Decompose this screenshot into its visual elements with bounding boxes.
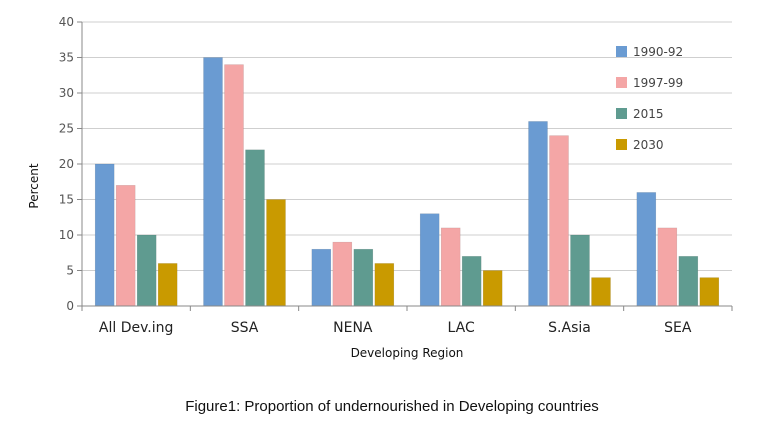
bar-1990-92-nena bbox=[311, 248, 332, 307]
y-axis-title: Percent bbox=[27, 163, 41, 208]
bars bbox=[94, 57, 720, 307]
figure-caption: Figure1: Proportion of undernourished in… bbox=[185, 398, 599, 415]
x-tick-label: LAC bbox=[448, 320, 475, 336]
y-tick-label: 5 bbox=[66, 264, 74, 278]
bar-chart: 0 5 10 15 20 25 30 35 40 All Dev.ing SSA NENA LAC S.A… bbox=[27, 15, 733, 360]
bar-2030-ssa bbox=[266, 199, 286, 307]
axes: 0 5 10 15 20 25 30 35 40 All Dev.ing SSA NENA LAC S.A… bbox=[59, 15, 733, 336]
bar-1990-92-sea bbox=[636, 192, 657, 307]
y-tick-label: 35 bbox=[59, 51, 74, 65]
y-tick-label: 20 bbox=[59, 157, 74, 171]
legend-label-2030: 2030 bbox=[633, 138, 664, 152]
y-tick-label: 15 bbox=[59, 193, 74, 207]
x-tick-label: S.Asia bbox=[548, 320, 591, 336]
legend-label-1997-99: 1997-99 bbox=[633, 76, 683, 90]
bar-2015-nena bbox=[353, 248, 374, 307]
bar-1990-92-sasia bbox=[528, 121, 548, 307]
bar-1997-99-nena bbox=[332, 241, 353, 307]
bar-2030-sea bbox=[699, 277, 720, 307]
bar-2015-ssa bbox=[245, 149, 265, 307]
legend-label-2015: 2015 bbox=[633, 107, 664, 121]
bar-2015-sasia bbox=[570, 234, 590, 307]
legend-swatch-1997-99 bbox=[616, 77, 627, 88]
legend-swatch-2030 bbox=[616, 139, 627, 150]
x-axis-title: Developing Region bbox=[351, 346, 464, 360]
bar-1990-92-lac bbox=[419, 213, 440, 307]
x-tick-label: SEA bbox=[664, 320, 692, 336]
legend-swatch-1990-92 bbox=[616, 46, 627, 57]
x-tick-label: NENA bbox=[333, 320, 373, 336]
legend-swatch-2015 bbox=[616, 108, 627, 119]
bar-1997-99-ssa bbox=[224, 64, 244, 307]
bar-2030-sasia bbox=[591, 277, 611, 307]
y-tick-label: 25 bbox=[59, 122, 74, 136]
x-tick-label: SSA bbox=[231, 320, 259, 336]
y-tick-label: 10 bbox=[59, 228, 74, 242]
bar-2015-alldeving bbox=[136, 234, 157, 307]
y-tick-label: 40 bbox=[59, 15, 74, 29]
bar-1997-99-alldeving bbox=[115, 185, 136, 307]
x-tick-label: All Dev.ing bbox=[99, 320, 174, 336]
legend-label-1990-92: 1990-92 bbox=[633, 45, 683, 59]
bar-1997-99-sasia bbox=[549, 135, 569, 307]
y-tick-label: 30 bbox=[59, 86, 74, 100]
bar-1990-92-ssa bbox=[203, 57, 223, 307]
gridlines bbox=[82, 21, 732, 271]
bar-1990-92-alldeving bbox=[94, 163, 115, 307]
bar-2030-nena bbox=[374, 263, 395, 307]
bar-2030-lac bbox=[482, 270, 503, 307]
bar-2030-alldeving bbox=[157, 263, 178, 307]
bar-1997-99-sea bbox=[657, 227, 678, 307]
y-tick-label: 0 bbox=[66, 299, 74, 313]
bar-2015-lac bbox=[461, 256, 482, 307]
bar-1997-99-lac bbox=[440, 227, 461, 307]
legend: 1990-92 1997-99 2015 2030 bbox=[616, 45, 683, 152]
bar-2015-sea bbox=[678, 256, 699, 307]
